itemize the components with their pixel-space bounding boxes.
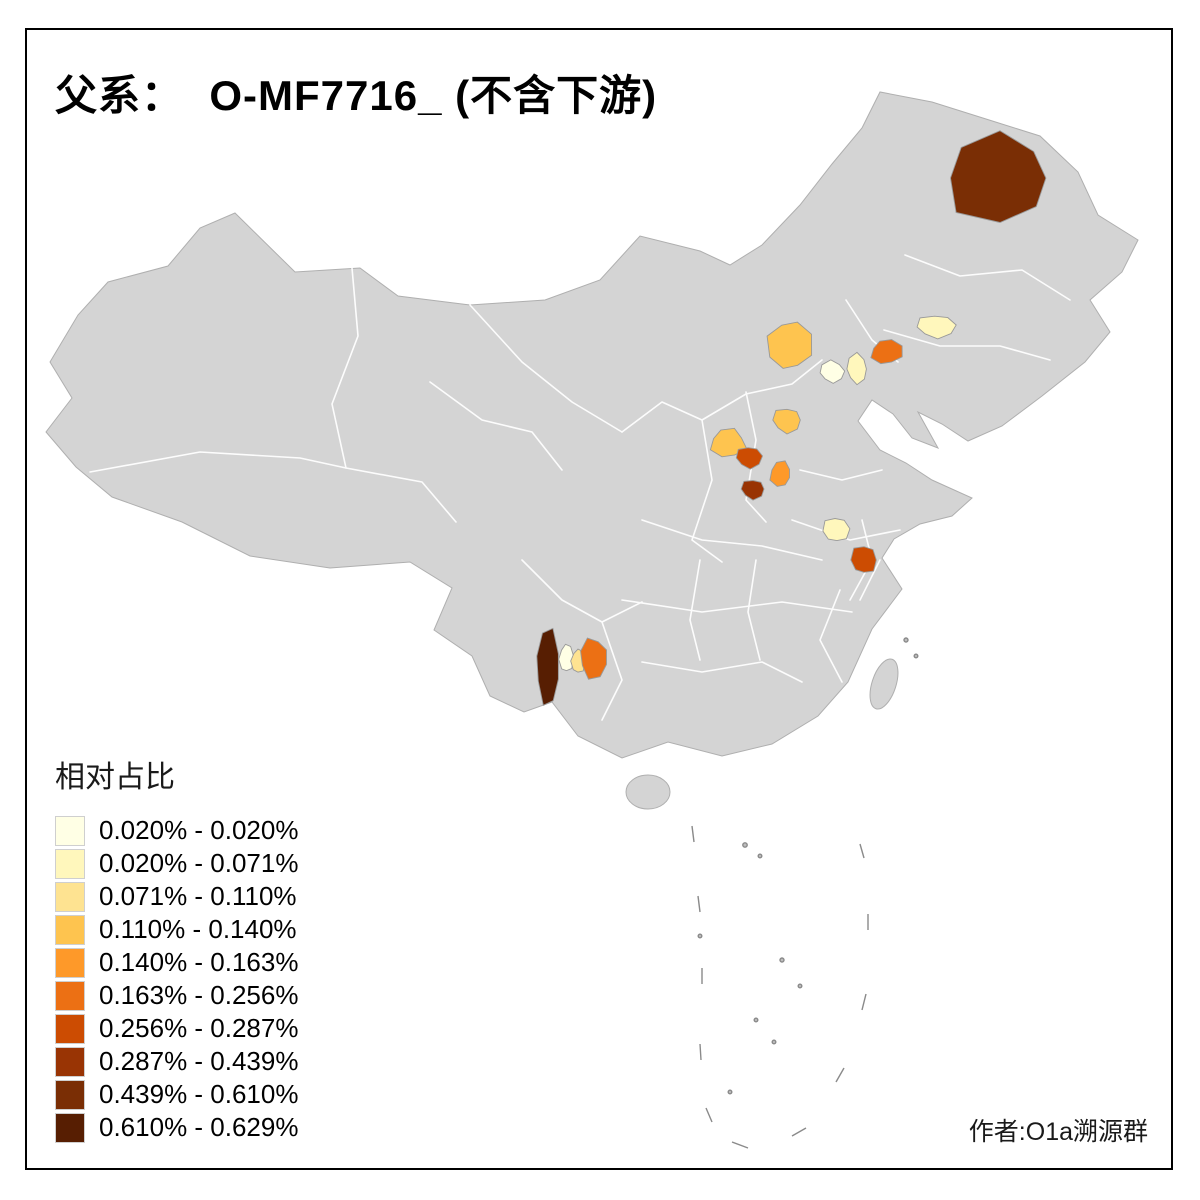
legend-rows: 0.020% - 0.020% 0.020% - 0.071% 0.071% - 0… — [55, 814, 385, 1144]
map-region-central-pale — [822, 518, 851, 542]
legend-row: 0.163% - 0.256% — [55, 979, 385, 1012]
legend-title: 相对占比 — [55, 761, 175, 794]
legend-label: 0.163% - 0.256% — [99, 980, 299, 1010]
legend-label: 0.071% - 0.110% — [99, 881, 297, 911]
legend-label: 0.140% - 0.163% — [99, 947, 299, 977]
map-region-southwest-cream — [558, 643, 575, 672]
legend-label: 0.439% - 0.610% — [99, 1079, 299, 1109]
legend-row: 0.020% - 0.020% — [55, 814, 385, 847]
map-region-liaoning-pale — [916, 315, 957, 340]
legend-row: 0.439% - 0.610% — [55, 1078, 385, 1111]
legend-swatch — [55, 848, 85, 879]
legend-swatch — [55, 1112, 85, 1143]
legend-swatch — [55, 1046, 85, 1077]
map-region-loess-yellow — [709, 427, 748, 458]
legend-label: 0.256% - 0.287% — [99, 1013, 299, 1043]
south-china-sea-islands — [691, 637, 919, 1149]
map-region-east-darkorange — [850, 546, 877, 573]
legend-label: 0.110% - 0.140% — [99, 914, 297, 944]
legend-row: 0.256% - 0.287% — [55, 1012, 385, 1045]
taiwan-island — [869, 658, 899, 710]
legend-row: 0.071% - 0.110% — [55, 880, 385, 913]
map-region-hebei-yellow — [772, 408, 801, 435]
legend-row: 0.287% - 0.439% — [55, 1045, 385, 1078]
map-region-north-pale — [846, 351, 867, 386]
legend-swatch — [55, 815, 85, 846]
legend-swatch — [55, 1013, 85, 1044]
map-region-southwest-orange — [580, 637, 607, 680]
legend-label: 0.610% - 0.629% — [99, 1112, 299, 1142]
hainan-island — [625, 774, 671, 810]
legend: 相对占比 0.020% - 0.020% 0.020% - 0.071% 0.071… — [55, 752, 385, 1144]
legend-swatch — [55, 1079, 85, 1110]
legend-swatch — [55, 980, 85, 1011]
legend-row: 0.610% - 0.629% — [55, 1111, 385, 1144]
map-region-southwest-darkest — [536, 627, 559, 706]
map-region-north-orange — [870, 339, 903, 365]
map-region-loess-brown — [740, 480, 765, 501]
map-region-loess-darkorange — [735, 447, 764, 470]
legend-swatch — [55, 914, 85, 945]
legend-label: 0.020% - 0.020% — [99, 815, 299, 845]
map-region-north-cream — [819, 359, 846, 384]
province-borders — [89, 254, 1071, 721]
author-credit: 作者:O1a溯源群 — [968, 1118, 1148, 1146]
legend-label: 0.287% - 0.439% — [99, 1046, 299, 1076]
legend-swatch — [55, 881, 85, 912]
highlighted-regions — [536, 130, 1047, 706]
map-region-shanxi-orange — [769, 460, 790, 487]
legend-row: 0.140% - 0.163% — [55, 946, 385, 979]
map-region-north-yellow-1 — [766, 321, 813, 369]
legend-row: 0.020% - 0.071% — [55, 847, 385, 880]
legend-label: 0.020% - 0.071% — [99, 848, 299, 878]
legend-swatch — [55, 947, 85, 978]
map-region-northeast-dark — [950, 130, 1047, 223]
map-title: 父系： O-MF7716_ (不含下游) — [55, 72, 658, 119]
legend-row: 0.110% - 0.140% — [55, 913, 385, 946]
